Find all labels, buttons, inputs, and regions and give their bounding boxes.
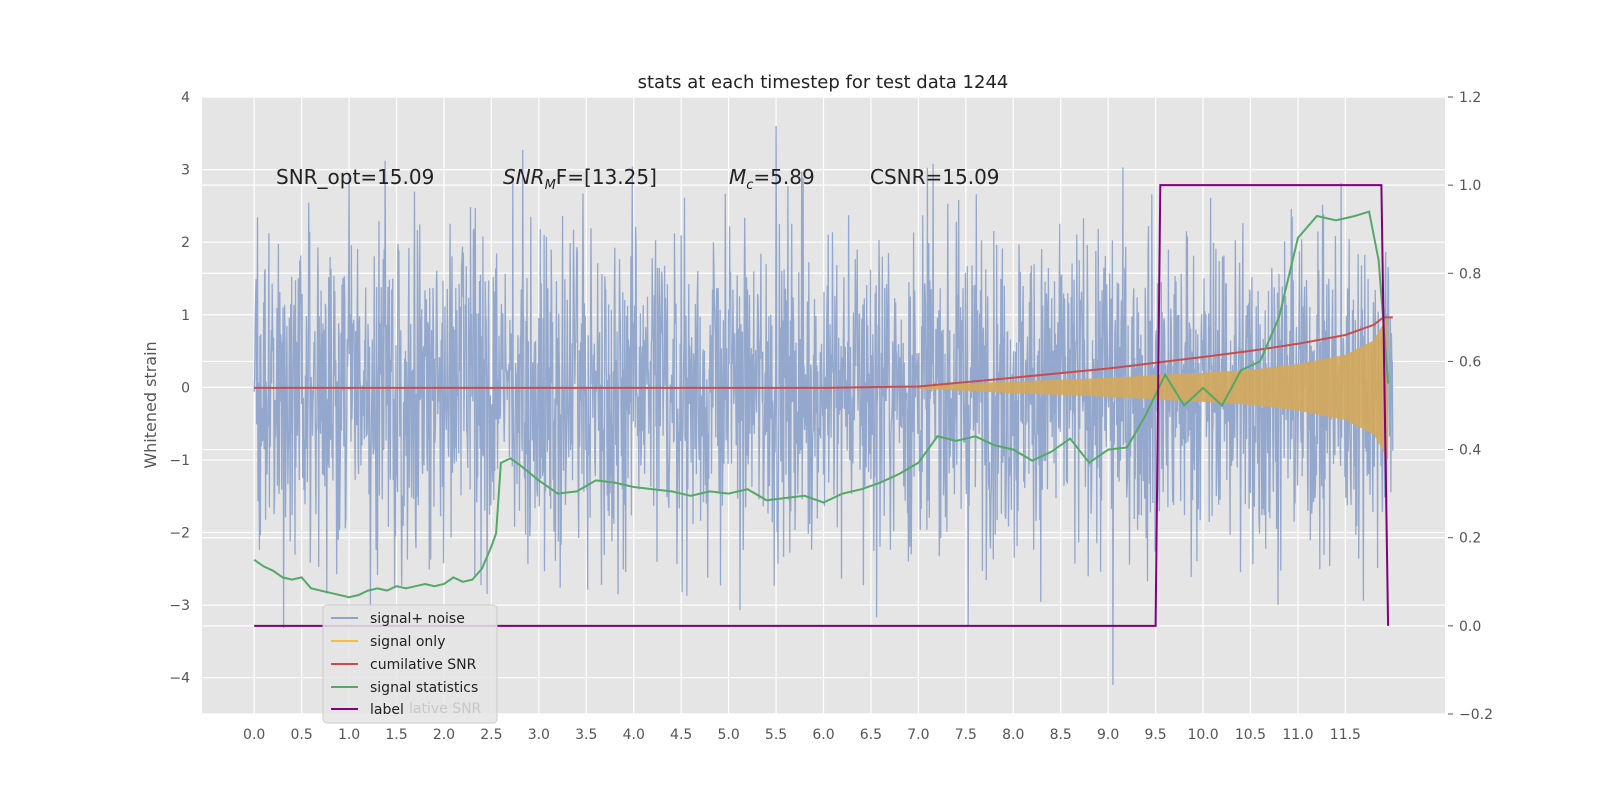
x-tick-label: 0.5 <box>290 727 312 743</box>
y2-axis-ticks: 1.2 1.0 0.8 0.6 0.4 0.2 0.0 −0.2 <box>1448 90 1493 723</box>
y-axis-ticks: 4 3 2 1 0 −1 −2 −3 −4 <box>169 90 190 687</box>
annotation-mc-value: =5.89 <box>753 165 814 189</box>
x-tick-label: 4.5 <box>670 727 692 743</box>
legend: lative SNR signal+ noise signal only cum… <box>322 604 498 724</box>
x-tick-label: 2.0 <box>433 727 455 743</box>
cumulative-snr-line <box>254 316 1393 389</box>
y-tick-label: 1 <box>181 308 190 324</box>
x-tick-label: 9.0 <box>1097 727 1119 743</box>
annotation-mc-m: M <box>729 165 746 189</box>
x-tick-label: 4.0 <box>623 727 645 743</box>
signal-statistics-line <box>253 210 1390 599</box>
x-tick-label: 7.5 <box>955 727 977 743</box>
legend-label-signal-only: signal only <box>370 634 445 650</box>
legend-label-signal-statistics: signal statistics <box>370 680 478 696</box>
x-tick-label: 3.0 <box>528 727 550 743</box>
x-tick-label: 3.5 <box>575 727 597 743</box>
signal-noise-line <box>253 125 1394 686</box>
x-tick-label: 1.5 <box>385 727 407 743</box>
x-tick-label: 1.0 <box>338 727 360 743</box>
y2-tick-label: 0.8 <box>1459 266 1481 282</box>
x-tick-label: 10.0 <box>1187 727 1218 743</box>
label-line <box>254 184 1390 627</box>
y-tick-label: 4 <box>181 90 190 106</box>
x-tick-label: 7.0 <box>907 727 929 743</box>
y2-tick-label: 0.2 <box>1459 531 1481 547</box>
x-tick-label: 5.5 <box>765 727 787 743</box>
legend-label-signal-noise: signal+ noise <box>370 611 465 627</box>
y-tick-label: 0 <box>181 380 190 396</box>
annotation-snr-mf: SNRMF=[13.25] <box>503 165 657 193</box>
signal-noise-series <box>253 125 1394 686</box>
y2-tick-label: 0.6 <box>1459 354 1481 370</box>
x-tick-label: 0.0 <box>243 727 265 743</box>
x-tick-label: 5.0 <box>717 727 739 743</box>
x-axis-ticks: 0.0 0.5 1.0 1.5 2.0 2.5 3.0 3.5 4.0 4.5 5.0 5.5 6.0 6… <box>243 727 1361 743</box>
y-tick-label: 3 <box>181 163 190 179</box>
y2-tick-label: 0.4 <box>1459 443 1481 459</box>
legend-label-label: label <box>370 702 404 718</box>
x-tick-label: 11.5 <box>1330 727 1361 743</box>
annotation-snr-mf-sub: M <box>545 178 556 193</box>
annotation-snr-mf-value: F=[13.25] <box>556 165 657 189</box>
y2-tick-label: −0.2 <box>1459 707 1493 723</box>
x-tick-label: 10.5 <box>1235 727 1266 743</box>
annotations: SNR_opt=15.09 SNRMF=[13.25] Mc=5.89 CSNR… <box>276 165 1000 193</box>
y2-tick-label: 0.0 <box>1459 619 1481 635</box>
y-tick-label: −3 <box>169 598 190 614</box>
signal-only-fill <box>918 314 1389 460</box>
annotation-mc-sub: c <box>746 178 753 193</box>
x-tick-label: 6.5 <box>860 727 882 743</box>
x-tick-label: 9.5 <box>1144 727 1166 743</box>
x-tick-label: 8.0 <box>1002 727 1024 743</box>
x-tick-label: 6.0 <box>812 727 834 743</box>
legend-label-cumulative-snr: cumilative SNR <box>370 657 477 673</box>
annotation-csnr: CSNR=15.09 <box>870 165 1000 189</box>
annotation-mc: Mc=5.89 <box>729 165 815 193</box>
legend-overlap-text: lative SNR <box>409 701 482 717</box>
signal-only-series <box>918 314 1389 460</box>
x-tick-label: 8.5 <box>1050 727 1072 743</box>
chart-title: stats at each timestep for test data 124… <box>638 72 1009 93</box>
x-tick-label: 2.5 <box>480 727 502 743</box>
x-tick-label: 11.0 <box>1282 727 1313 743</box>
annotation-snr-opt: SNR_opt=15.09 <box>276 165 434 189</box>
legend-box <box>322 604 498 724</box>
y-tick-label: −2 <box>169 526 190 542</box>
y2-tick-label: 1.2 <box>1459 90 1481 106</box>
y-axis-label: Whitened strain <box>141 341 160 468</box>
y-tick-label: 2 <box>181 235 190 251</box>
y2-tick-label: 1.0 <box>1459 178 1481 194</box>
annotation-snr-mf-snr: SNR <box>503 165 545 189</box>
line-series <box>253 184 1393 627</box>
y-tick-label: −1 <box>169 453 190 469</box>
y-tick-label: −4 <box>169 671 190 687</box>
